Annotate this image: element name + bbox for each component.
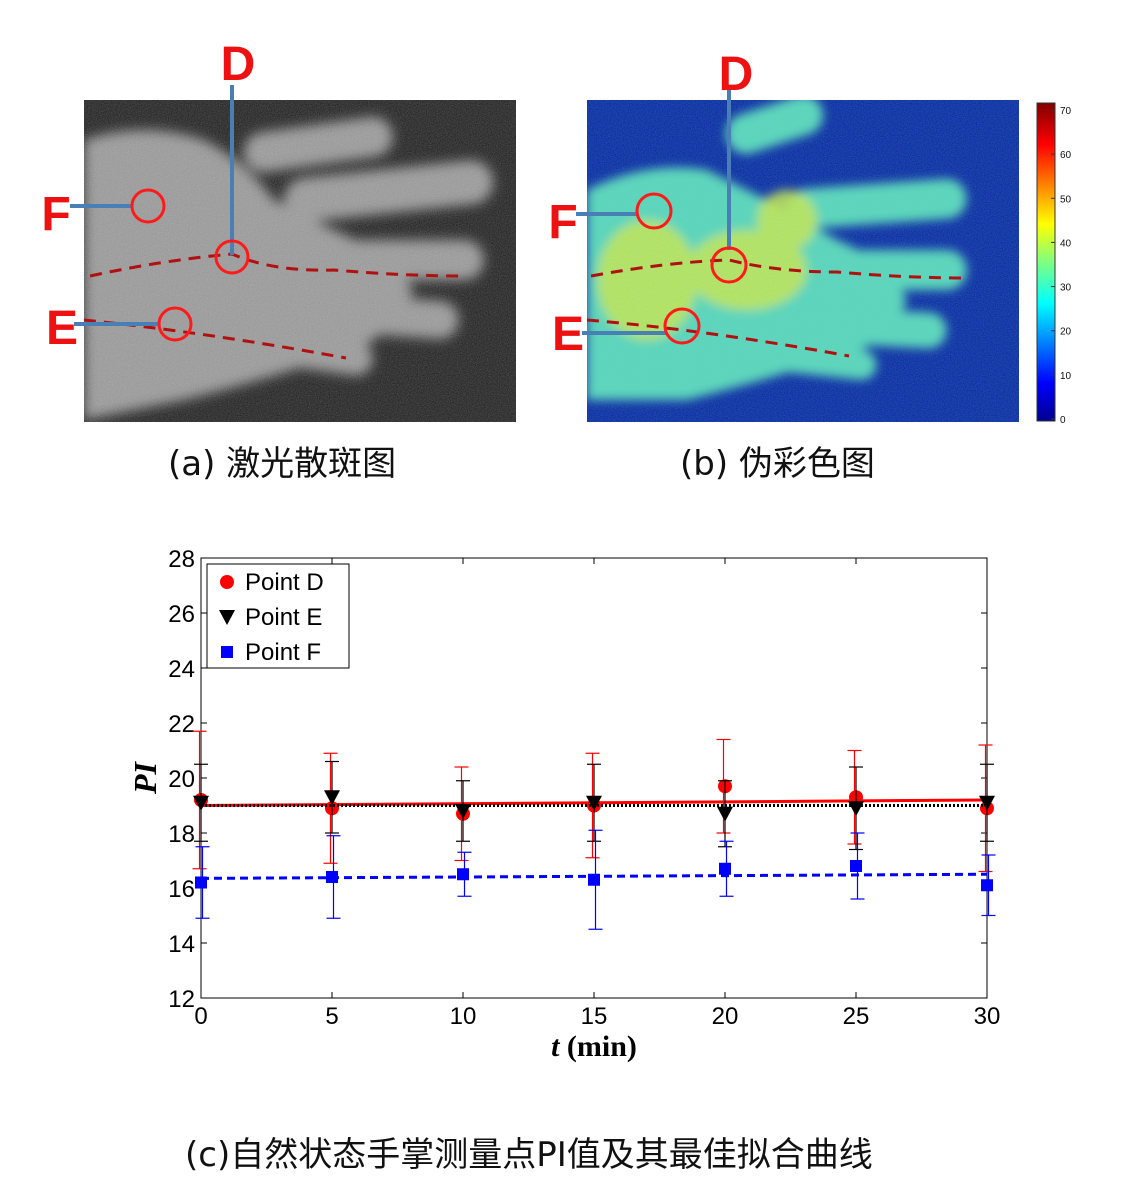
data-point xyxy=(586,795,602,811)
x-tick-label: 25 xyxy=(843,1003,870,1030)
point-e-label-a: E xyxy=(46,302,78,355)
colorbar-tick-label: 50 xyxy=(1060,194,1072,205)
data-point xyxy=(324,790,340,806)
colorbar-tick-label: 0 xyxy=(1060,415,1066,426)
data-point xyxy=(455,804,471,819)
y-tick-label: 18 xyxy=(168,821,195,848)
pseudo-color-panel xyxy=(576,90,1019,422)
data-point xyxy=(719,862,731,875)
caption-c: (c)自然状态手掌测量点PI值及其最佳拟合曲线 xyxy=(185,1135,873,1175)
legend-label: Point E xyxy=(245,604,322,631)
data-point xyxy=(457,868,469,881)
data-point xyxy=(981,879,993,892)
point-e-label-b: E xyxy=(552,308,584,361)
data-point xyxy=(193,795,209,811)
point-f-label-a: F xyxy=(41,188,70,241)
series-point-f xyxy=(195,829,996,930)
series-point-e xyxy=(193,760,995,851)
caption-b: (b) 伪彩色图 xyxy=(680,444,875,484)
legend-label: Point D xyxy=(245,569,324,596)
colorbar-tick-label: 30 xyxy=(1060,283,1072,294)
y-tick-label: 26 xyxy=(168,601,195,628)
y-tick-label: 20 xyxy=(168,766,195,793)
data-point xyxy=(848,801,864,817)
data-point xyxy=(850,860,862,872)
speckle-image xyxy=(74,85,516,422)
x-tick-label: 30 xyxy=(974,1003,1001,1030)
caption-a: (a) 激光散斑图 xyxy=(168,444,397,484)
colorbar-ticks: 70 60 50 40 30 20 10 0 xyxy=(1051,106,1072,426)
x-tick-label: 5 xyxy=(325,1003,338,1030)
data-point xyxy=(979,795,995,811)
x-tick-label: 10 xyxy=(450,1003,477,1030)
y-tick-label: 24 xyxy=(168,656,195,683)
legend-label: Point F xyxy=(245,639,321,666)
data-point xyxy=(326,871,338,883)
x-axis-label: t (min) xyxy=(551,1030,637,1063)
colorbar-tick-label: 70 xyxy=(1060,106,1072,117)
y-axis-label: PI xyxy=(127,760,163,795)
colorbar-tick-label: 10 xyxy=(1060,371,1072,382)
y-tick-label: 14 xyxy=(168,931,195,958)
colorbar-tick-label: 40 xyxy=(1060,238,1072,249)
pi-chart: 0 5 10 15 20 25 30 12 14 16 18 20 22 24 26 28 t (min) PI P… xyxy=(127,546,1001,1063)
point-d-label-a: D xyxy=(221,38,256,91)
point-f-label-b: F xyxy=(548,196,577,249)
y-tick-label: 12 xyxy=(168,986,195,1013)
pseudo-color-image xyxy=(576,90,1019,422)
y-tick-label: 28 xyxy=(168,546,195,573)
colorbar xyxy=(1036,102,1056,422)
point-d-label-b: D xyxy=(719,48,754,101)
colorbar-tick-label: 20 xyxy=(1060,327,1072,338)
colorbar-tick-label: 60 xyxy=(1060,150,1072,161)
data-point xyxy=(195,876,207,889)
legend-marker xyxy=(219,610,235,625)
panel-labels-overlay: D F E D F E 70 60 50 40 30 20 10 0 xyxy=(41,38,1072,426)
legend-marker xyxy=(220,575,234,589)
legend: Point D Point E Point F xyxy=(206,563,350,669)
x-tick-label: 15 xyxy=(581,1003,608,1030)
x-tick-label: 20 xyxy=(712,1003,739,1030)
data-point xyxy=(717,806,733,822)
y-tick-label: 22 xyxy=(168,711,195,738)
data-point xyxy=(588,873,600,886)
speckle-image-panel xyxy=(74,85,516,422)
legend-marker xyxy=(221,646,233,658)
x-tick-label: 0 xyxy=(194,1003,207,1030)
y-tick-label: 16 xyxy=(168,876,195,903)
